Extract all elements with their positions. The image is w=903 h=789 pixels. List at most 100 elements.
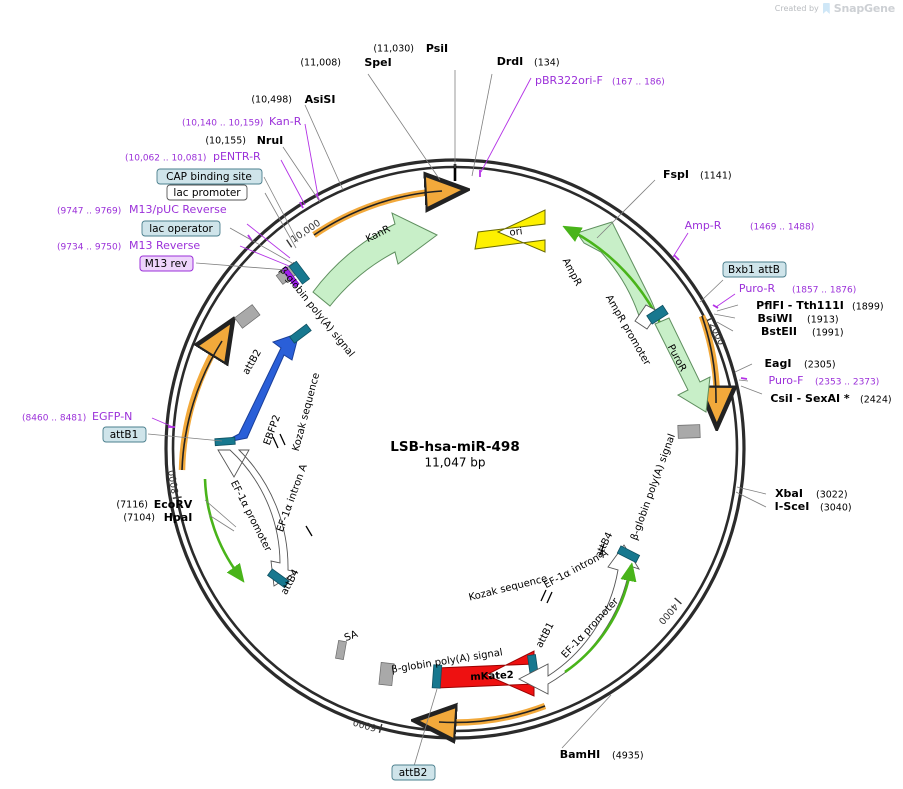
label-amp-r: Amp-R (1469 .. 1488): [685, 219, 815, 233]
label-m13-puc-reverse: (9747 .. 9769) M13/pUC Reverse: [57, 203, 227, 217]
ecorv-position: (7116): [116, 500, 148, 511]
label-csii: CsiI - SexAI * (2424): [770, 392, 891, 406]
lac-promoter-label: lac promoter: [173, 187, 241, 199]
m13-puc-reverse-range: (9747 .. 9769): [57, 207, 121, 217]
feature-kozak-intron-left: Kozak sequence EF-1α intron A: [272, 372, 322, 537]
spei-position: (11,008): [300, 58, 341, 69]
hpai-position: (7104): [123, 513, 155, 524]
iscei-name: I-SceI: [775, 500, 810, 513]
bsiwi-position: (1913): [807, 315, 839, 326]
nrui-position: (10,155): [205, 136, 246, 147]
amp-r-name: Amp-R: [685, 219, 722, 232]
plasmid-name: LSB-hsa-miR-498: [390, 439, 519, 455]
drdi-position: (134): [534, 58, 560, 69]
psii-name: PsiI: [426, 42, 448, 55]
m13-reverse-name: M13 Reverse: [129, 239, 200, 252]
fspi-position: (1141): [700, 171, 732, 182]
puro-f-range: (2353 .. 2373): [815, 378, 879, 388]
label-pflfi: PflFI - Tth111I (1899): [756, 299, 883, 313]
orange-arc-arrows: [178, 190, 717, 723]
fspi-name: FspI: [663, 168, 689, 181]
label-lac-operator: lac operator: [141, 220, 221, 237]
m13-puc-reverse-name: M13/pUC Reverse: [129, 203, 227, 216]
puro-r-name: Puro-R: [739, 282, 776, 295]
bamhi-position: (4935): [612, 751, 644, 762]
feature-label-mkate2: mKate2: [470, 670, 514, 683]
feature-label-attb2-left: attB2: [241, 348, 264, 377]
label-egfp-n: (8460 .. 8481) EGFP-N: [22, 410, 132, 424]
label-nrui: (10,155) NruI: [205, 134, 283, 147]
label-bsteii: BstEII (1991): [761, 325, 844, 339]
label-asisi: (10,498) AsiSI: [251, 93, 335, 106]
orange-arrow-puror-core: [701, 315, 717, 404]
orange-arrow-kanr-core: [313, 190, 443, 236]
feature-label-ampr: AmpR: [560, 256, 584, 288]
kan-r-range: (10,140 .. 10,159): [182, 119, 263, 129]
amp-r-range: (1469 .. 1488): [750, 223, 814, 233]
puro-f-name: Puro-F: [769, 374, 804, 387]
feature-label-ef1intron-bottom: EF-1α intron A: [542, 548, 610, 591]
pentr-r-range: (10,062 .. 10,081): [125, 154, 206, 164]
asisi-position: (10,498): [251, 95, 292, 106]
pentr-r-name: pENTR-R: [213, 150, 261, 163]
pflfi-name: PflFI - Tth111I: [756, 299, 844, 312]
drdi-name: DrdI: [497, 55, 524, 68]
label-ecorv: (7116) EcoRV: [116, 498, 192, 511]
m13-reverse-range: (9734 .. 9750): [57, 243, 121, 253]
feature-kozak-intron-bottom: Kozak sequence EF-1α intron A: [468, 543, 610, 604]
plasmid-title-group: LSB-hsa-miR-498 11,047 bp: [390, 439, 519, 470]
iscei-position: (3040): [820, 503, 852, 514]
snapgene-logo-icon: [822, 3, 830, 14]
csii-position: (2424): [860, 395, 892, 406]
hpai-name: HpaI: [164, 511, 193, 524]
label-puro-r: Puro-R (1857 .. 1876): [739, 282, 856, 296]
plasmid-size: 11,047 bp: [424, 456, 485, 470]
mkate2-attb2-block: [431, 664, 443, 689]
label-eagi: EagI (2305): [765, 357, 836, 371]
m13-rev-box-label: M13 rev: [145, 258, 188, 270]
ef1a-bottom-green-arc: [564, 573, 630, 674]
label-lac-promoter: lac promoter: [166, 184, 248, 201]
csii-name: CsiI - SexAI *: [770, 392, 850, 405]
puror-start-block: [646, 304, 669, 325]
eagi-name: EagI: [765, 357, 792, 370]
label-attb1-box-left: attB1: [102, 426, 147, 443]
label-psii: (11,030) PsiI: [373, 42, 448, 55]
psii-position: (11,030): [373, 44, 414, 55]
bamhi-name: BamHI: [560, 748, 601, 761]
label-cap-binding-site: CAP binding site: [156, 168, 263, 185]
bsteii-name: BstEII: [761, 325, 797, 338]
feature-ori: ori: [474, 209, 546, 253]
snapgene-watermark: Created by SnapGene: [775, 2, 895, 15]
ebfp2-attb-start: [214, 436, 236, 447]
watermark-brand: SnapGene: [833, 2, 895, 15]
feature-bgpolyA-right: β-globin poly(A) signal: [629, 424, 701, 542]
label-bxb1-attb-box: Bxb1 attB: [722, 261, 787, 278]
feature-label-ef1intron-left: EF-1α intron A: [275, 463, 310, 534]
feature-label-ebfp2: EBFP2: [262, 414, 283, 447]
asisi-name: AsiSI: [305, 93, 336, 106]
watermark-prefix: Created by: [774, 4, 819, 13]
label-iscei: I-SceI (3040): [775, 500, 852, 514]
ecorv-name: EcoRV: [154, 498, 193, 511]
label-bsiwi: BsiWI (1913): [758, 312, 839, 326]
pbr322ori-f-name: pBR322ori-F: [535, 74, 603, 87]
tick-label: 8000: [167, 469, 182, 495]
primer-ticks: [168, 170, 748, 428]
pbr322ori-f-range: (167 .. 186): [612, 78, 665, 88]
label-bamhi: BamHI (4935): [560, 748, 644, 762]
lac-operator-label: lac operator: [149, 223, 213, 235]
feature-label-kozak-bottom: Kozak sequence: [468, 573, 549, 603]
label-xbai: XbaI (3022): [775, 487, 848, 501]
puro-r-range: (1857 .. 1876): [792, 286, 856, 296]
xbai-name: XbaI: [775, 487, 803, 500]
feature-label-bgpa-right: β-globin poly(A) signal: [629, 432, 678, 541]
label-pentr-r: (10,062 .. 10,081) pENTR-R: [125, 150, 261, 164]
attb2-box-label-bottom: attB2: [399, 767, 428, 779]
label-drdi: DrdI (134): [497, 55, 560, 69]
label-spei: (11,008) SpeI: [300, 56, 391, 69]
cap-binding-site-label: CAP binding site: [166, 171, 252, 183]
spei-name: SpeI: [364, 56, 391, 69]
label-pbr322ori-f: pBR322ori-F (167 .. 186): [535, 74, 665, 88]
label-hpai: (7104) HpaI: [123, 511, 192, 524]
